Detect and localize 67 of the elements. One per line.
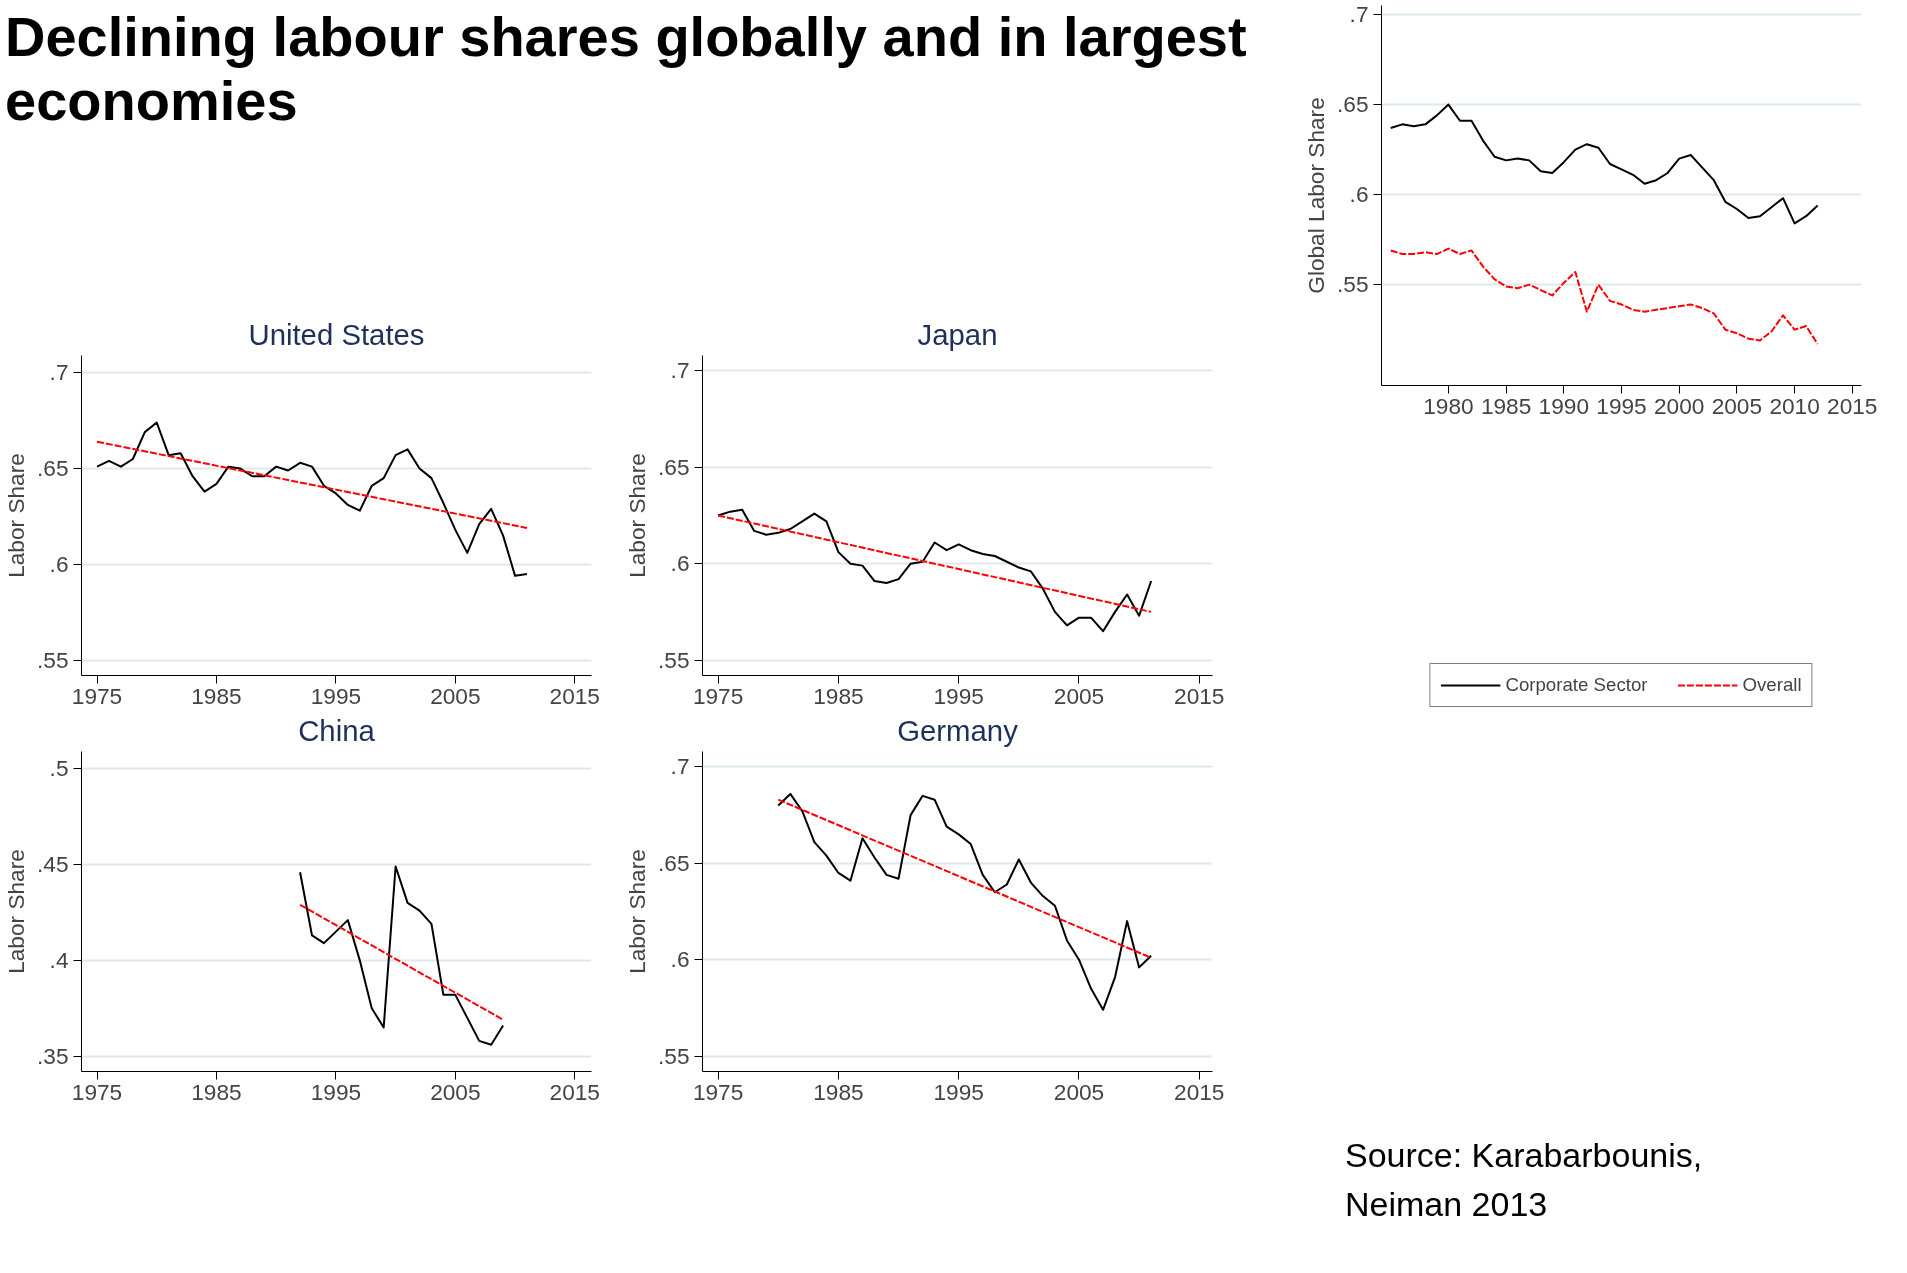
x-tick-label: 1995 <box>1596 392 1647 419</box>
y-tick-label: .6 <box>49 550 69 577</box>
y-tick-label: .7 <box>1349 1 1369 27</box>
y-axis-title: Labor Share <box>3 453 29 578</box>
y-tick-label: .65 <box>658 453 690 480</box>
y-tick-label: .7 <box>670 357 690 384</box>
x-tick-label: 1975 <box>71 682 123 709</box>
x-tick-label: 1995 <box>933 1078 984 1105</box>
x-tick-label: 1985 <box>813 1078 864 1105</box>
y-tick-label: .5 <box>49 755 69 782</box>
chart-title: Japan <box>917 317 998 351</box>
x-tick-label: 2015 <box>1827 392 1878 419</box>
y-tick-label: .65 <box>658 849 690 876</box>
x-tick-label: 2015 <box>1174 682 1225 709</box>
source-note: Source: Karabarbounis, Neiman 2013 <box>1345 1135 1704 1225</box>
legend-label: Corporate Sector <box>1505 674 1648 696</box>
x-tick-label: 2005 <box>430 1078 481 1105</box>
x-tick-label: 1995 <box>310 1078 362 1105</box>
line-series <box>96 421 528 577</box>
y-axis-title: Labor Share <box>3 849 29 974</box>
x-tick-label: 1975 <box>71 1078 123 1105</box>
line-series <box>1389 103 1819 225</box>
y-tick-label: .55 <box>1337 271 1369 298</box>
y-tick-label: .7 <box>49 359 69 386</box>
x-tick-label: 1985 <box>191 682 242 709</box>
x-tick-label: 1985 <box>813 682 864 709</box>
line-series <box>299 865 505 1046</box>
x-tick-label: 2010 <box>1769 392 1820 419</box>
x-tick-label: 1975 <box>692 1078 744 1105</box>
chart-title: Germany <box>897 713 1019 747</box>
x-tick-label: 2000 <box>1653 392 1705 419</box>
y-tick-label: .45 <box>37 851 69 878</box>
y-tick-label: .4 <box>49 946 69 973</box>
x-tick-label: 2005 <box>1053 1078 1105 1105</box>
x-tick-label: 2015 <box>549 682 600 709</box>
y-tick-label: .6 <box>670 946 690 973</box>
x-tick-label: 2005 <box>1053 682 1105 709</box>
x-tick-label: 2005 <box>1711 392 1763 419</box>
chart-title: China <box>298 713 376 747</box>
x-tick-label: 2005 <box>430 682 481 709</box>
x-tick-label: 1990 <box>1538 392 1590 419</box>
x-tick-label: 2015 <box>1174 1078 1225 1105</box>
chart-title: United States <box>248 317 425 351</box>
legend-label: Overall <box>1742 674 1802 696</box>
y-tick-label: .55 <box>658 646 690 673</box>
y-tick-label: .7 <box>670 753 690 780</box>
line-series <box>717 508 1153 633</box>
x-tick-label: 1995 <box>310 682 362 709</box>
y-axis-title: Labor Share <box>624 453 650 578</box>
x-tick-label: 1995 <box>933 682 984 709</box>
line-series <box>777 792 1153 1011</box>
y-axis-title: Labor Share <box>624 849 650 974</box>
x-tick-label: 1980 <box>1423 392 1474 419</box>
x-tick-label: 1985 <box>1480 392 1532 419</box>
y-tick-label: .55 <box>37 646 69 673</box>
y-tick-label: .35 <box>37 1042 69 1069</box>
x-tick-label: 1985 <box>191 1078 242 1105</box>
y-tick-label: .6 <box>1349 181 1369 208</box>
y-tick-label: .55 <box>658 1042 690 1069</box>
y-axis-title: Global Labor Share <box>1303 97 1329 294</box>
y-tick-label: .65 <box>37 455 69 482</box>
line-series <box>1389 247 1819 346</box>
text: Declining labour shares globally and in largest economies <box>5 5 1248 134</box>
x-tick-label: 2015 <box>549 1078 600 1105</box>
x-tick-label: 1975 <box>692 682 744 709</box>
y-tick-label: .6 <box>670 550 690 577</box>
y-tick-label: .65 <box>1337 91 1369 118</box>
